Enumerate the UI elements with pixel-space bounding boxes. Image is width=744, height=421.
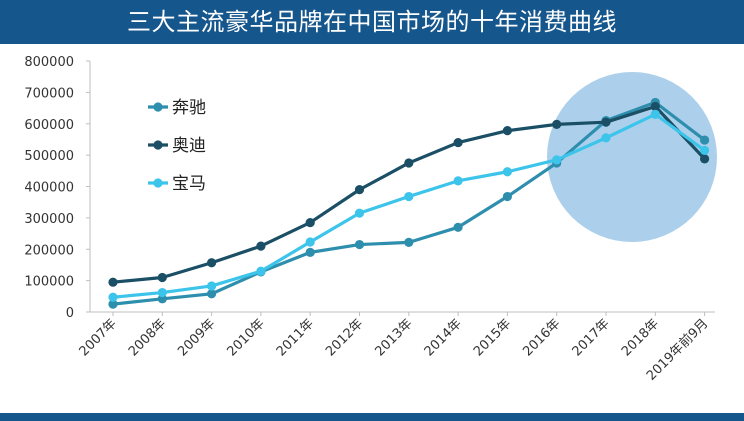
x-tick-label: 2018年 (619, 316, 662, 359)
y-tick-label: 600000 (24, 118, 74, 133)
data-point (256, 266, 266, 276)
data-point (502, 167, 512, 177)
data-point (700, 135, 710, 145)
data-point (354, 185, 365, 195)
x-tick-label: 2008年 (126, 316, 169, 359)
data-point (453, 176, 463, 186)
x-tick-label: 2016年 (520, 316, 563, 359)
data-point (601, 133, 611, 143)
legend-label: 奥迪 (172, 136, 206, 156)
data-point (404, 191, 414, 202)
legend-label: 宝马 (172, 174, 206, 194)
data-point (157, 272, 167, 283)
x-tick-label: 2014年 (422, 316, 465, 359)
legend-marker (153, 102, 163, 112)
y-tick-label: 400000 (24, 181, 74, 196)
data-point (650, 101, 660, 112)
y-tick-label: 800000 (24, 55, 74, 70)
data-point (108, 277, 118, 287)
data-point (404, 158, 414, 168)
data-point (700, 154, 710, 164)
data-point (601, 117, 611, 127)
data-point (305, 237, 315, 247)
x-tick-label: 2011年 (274, 316, 317, 359)
data-point (354, 208, 365, 218)
page-title: 三大主流豪华品牌在中国市场的十年消费曲线 (127, 8, 617, 36)
x-tick-label: 2009年 (175, 316, 218, 359)
x-tick-label: 2007年 (77, 316, 120, 359)
x-tick-label: 2010年 (225, 316, 268, 359)
data-point (552, 119, 562, 129)
x-tick-label: 2017年 (570, 316, 613, 359)
x-tick-label: 2013年 (372, 316, 415, 359)
data-point (256, 241, 266, 251)
y-tick-label: 300000 (24, 212, 74, 227)
data-point (207, 289, 217, 299)
data-point (502, 191, 512, 202)
data-point (108, 292, 118, 302)
data-point (650, 109, 660, 119)
data-point (305, 247, 315, 257)
data-point (354, 239, 365, 250)
data-point (552, 155, 562, 165)
x-tick-label: 2012年 (323, 316, 366, 359)
data-point (207, 258, 217, 268)
y-tick-label: 700000 (24, 86, 74, 101)
data-point (502, 126, 512, 136)
legend-label: 奔驰 (172, 98, 206, 118)
data-point (453, 222, 463, 232)
legend-marker (153, 140, 163, 150)
data-point (404, 237, 414, 247)
legend-marker (153, 178, 163, 188)
data-point (108, 299, 118, 309)
data-point (700, 145, 710, 156)
y-tick-label: 100000 (24, 275, 74, 290)
title-bar (0, 0, 744, 44)
y-tick-label: 500000 (24, 149, 74, 164)
data-point (305, 217, 315, 228)
x-tick-label: 2015年 (471, 316, 514, 359)
data-point (207, 281, 217, 291)
bottom-bar (0, 413, 744, 421)
y-tick-label: 200000 (24, 243, 74, 258)
y-tick-label: 0 (66, 306, 74, 321)
highlight-circle (547, 72, 717, 242)
data-point (157, 287, 167, 298)
data-point (453, 137, 463, 148)
